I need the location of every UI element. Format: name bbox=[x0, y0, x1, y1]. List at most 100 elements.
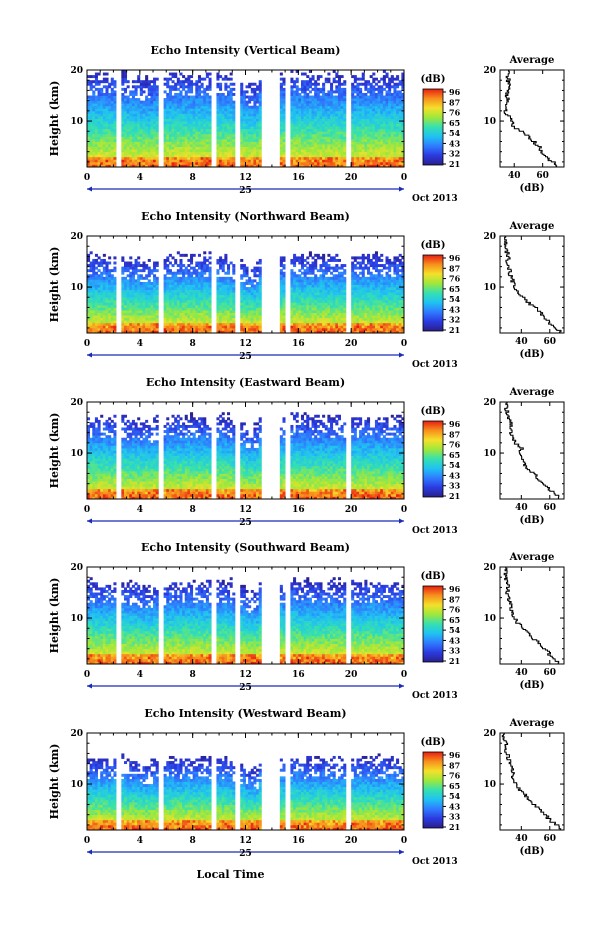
x-tick-label: 12 bbox=[239, 173, 252, 183]
profile-title: Average bbox=[509, 55, 555, 66]
profile-line bbox=[504, 70, 559, 167]
profile-x-tick-label: 40 bbox=[515, 834, 528, 844]
colorbar-tick-label: 54 bbox=[449, 128, 461, 138]
panel-title: Echo Intensity (Southward Beam) bbox=[141, 541, 350, 554]
heatmap-cells bbox=[87, 577, 404, 664]
y-axis-label: Height (km) bbox=[48, 247, 61, 323]
x-tick-label: 16 bbox=[292, 173, 305, 183]
profile-frame bbox=[500, 70, 564, 167]
profile-y-tick-label: 10 bbox=[483, 614, 496, 624]
y-axis-label: Height (km) bbox=[48, 81, 61, 157]
x-tick-label: 4 bbox=[137, 670, 143, 680]
date-label: 25 bbox=[239, 518, 252, 528]
profile-x-label: (dB) bbox=[520, 680, 545, 691]
colorbar-tick-label: 21 bbox=[449, 491, 460, 501]
heatmap-cells bbox=[87, 70, 404, 167]
colorbar-tick-label: 65 bbox=[449, 615, 460, 625]
panel-title: Echo Intensity (Westward Beam) bbox=[144, 707, 346, 720]
profile-x-tick-label: 60 bbox=[536, 171, 549, 181]
x-tick-label: 16 bbox=[292, 505, 305, 515]
x-tick-label: 8 bbox=[190, 173, 196, 183]
x-tick-label: 8 bbox=[190, 505, 196, 515]
y-tick-label: 20 bbox=[70, 66, 83, 76]
x-axis-title: Local Time bbox=[197, 868, 265, 881]
colorbar-tick-label: 96 bbox=[449, 253, 461, 263]
profile-y-tick-label: 10 bbox=[483, 449, 496, 459]
y-tick-label: 20 bbox=[70, 232, 83, 242]
colorbar bbox=[423, 586, 443, 662]
x-tick-label: 4 bbox=[137, 836, 143, 846]
profile-y-tick-label: 10 bbox=[483, 117, 496, 127]
x-tick-label: 12 bbox=[239, 339, 252, 349]
colorbar bbox=[423, 255, 443, 331]
profile-x-tick-label: 60 bbox=[544, 503, 557, 513]
profile-title: Average bbox=[509, 718, 555, 729]
colorbar-tick-label: 76 bbox=[449, 605, 461, 615]
colorbar-tick-label: 65 bbox=[449, 450, 460, 460]
month-label: Oct 2013 bbox=[412, 691, 458, 701]
date-label: 25 bbox=[239, 849, 252, 859]
x-tick-label: 0 bbox=[84, 339, 90, 349]
x-tick-label: 16 bbox=[292, 670, 305, 680]
x-tick-label: 0 bbox=[401, 339, 407, 349]
colorbar-tick-label: 96 bbox=[449, 419, 461, 429]
y-tick-label: 20 bbox=[70, 729, 83, 739]
month-label: Oct 2013 bbox=[412, 526, 458, 536]
colorbar-tick-label: 43 bbox=[449, 801, 461, 811]
x-tick-label: 20 bbox=[345, 505, 358, 515]
x-tick-label: 0 bbox=[84, 505, 90, 515]
colorbar-tick-label: 43 bbox=[449, 138, 461, 148]
x-tick-label: 0 bbox=[401, 670, 407, 680]
x-tick-label: 4 bbox=[137, 173, 143, 183]
x-tick-label: 16 bbox=[292, 339, 305, 349]
profile-x-tick-label: 60 bbox=[544, 337, 557, 347]
colorbar-tick-label: 21 bbox=[449, 325, 460, 335]
month-label: Oct 2013 bbox=[412, 194, 458, 204]
profile-y-tick-label: 20 bbox=[483, 398, 496, 408]
colorbar-tick-label: 33 bbox=[449, 812, 461, 822]
profile-x-label: (dB) bbox=[520, 349, 545, 360]
heatmap-cells bbox=[87, 753, 404, 830]
colorbar-tick-label: 32 bbox=[449, 315, 460, 325]
colorbar-tick-label: 87 bbox=[449, 429, 460, 439]
x-tick-label: 0 bbox=[84, 836, 90, 846]
profile-title: Average bbox=[509, 221, 555, 232]
x-tick-label: 20 bbox=[345, 836, 358, 846]
colorbar-title: (dB) bbox=[421, 571, 446, 582]
colorbar-tick-label: 87 bbox=[449, 594, 460, 604]
profile-x-tick-label: 40 bbox=[515, 337, 528, 347]
x-tick-label: 20 bbox=[345, 670, 358, 680]
colorbar-tick-label: 87 bbox=[449, 263, 460, 273]
colorbar-tick-label: 65 bbox=[449, 781, 460, 791]
date-label: 25 bbox=[239, 352, 252, 362]
profile-title: Average bbox=[509, 552, 555, 563]
colorbar-tick-label: 54 bbox=[449, 294, 461, 304]
y-tick-label: 10 bbox=[70, 780, 83, 790]
panel-title: Echo Intensity (Eastward Beam) bbox=[146, 376, 345, 389]
profile-y-tick-label: 20 bbox=[483, 729, 496, 739]
profile-frame bbox=[500, 236, 564, 333]
month-label: Oct 2013 bbox=[412, 360, 458, 370]
colorbar-tick-label: 96 bbox=[449, 87, 461, 97]
colorbar-tick-label: 76 bbox=[449, 108, 461, 118]
colorbar bbox=[423, 752, 443, 828]
profile-y-tick-label: 10 bbox=[483, 780, 496, 790]
colorbar-tick-label: 33 bbox=[449, 646, 461, 656]
y-tick-label: 10 bbox=[70, 449, 83, 459]
colorbar-tick-label: 21 bbox=[449, 822, 460, 832]
profile-y-tick-label: 20 bbox=[483, 232, 496, 242]
colorbar-tick-label: 54 bbox=[449, 460, 461, 470]
profile-title: Average bbox=[509, 387, 555, 398]
colorbar bbox=[423, 89, 443, 165]
colorbar-tick-label: 65 bbox=[449, 284, 460, 294]
profile-line bbox=[502, 733, 564, 830]
colorbar-tick-label: 87 bbox=[449, 760, 460, 770]
profile-x-tick-label: 40 bbox=[515, 668, 528, 678]
colorbar-tick-label: 65 bbox=[449, 118, 460, 128]
profile-frame bbox=[500, 567, 564, 664]
y-axis-label: Height (km) bbox=[48, 744, 61, 820]
